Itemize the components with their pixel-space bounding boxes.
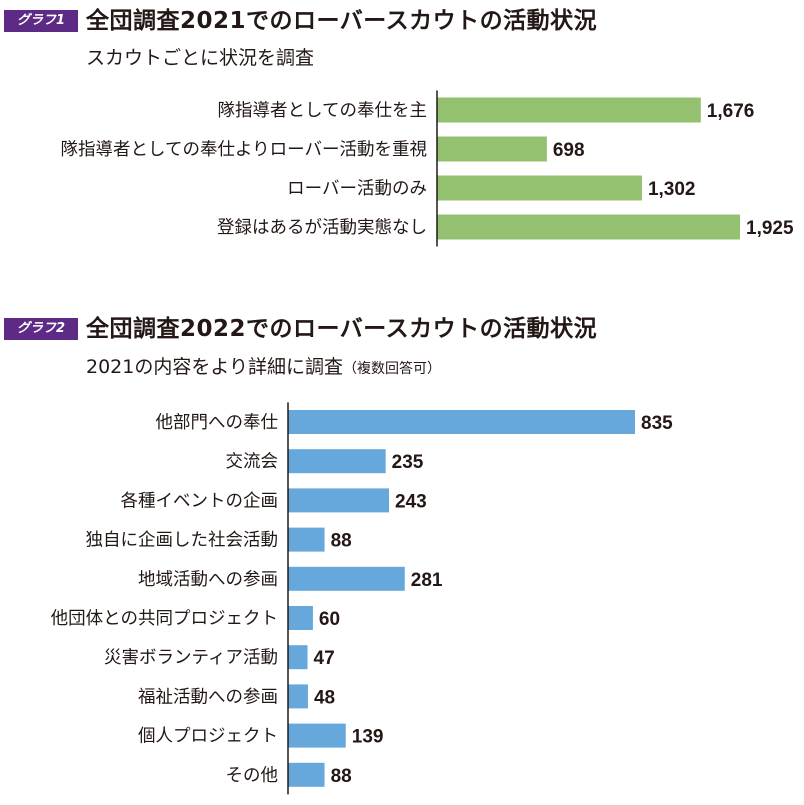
- chart1-category-label: 隊指導者としての奉仕よりローバー活動を重視: [61, 140, 427, 160]
- chart2-bar: [288, 488, 389, 513]
- chart2-category-label: 各種イベントの企画: [121, 491, 279, 511]
- chart2-subtitle-text: 2021の内容をより詳細に調査: [86, 356, 343, 378]
- chart2-value-label: 835: [641, 413, 673, 434]
- chart1-value-label: 698: [553, 140, 585, 161]
- chart1-plot: 隊指導者としての奉仕を主 1,676 隊指導者としての奉仕よりローバー活動を重視 69…: [61, 90, 794, 247]
- chart2-value-label: 60: [319, 609, 340, 630]
- chart2-bar: [288, 684, 308, 709]
- chart2-bar: [288, 762, 325, 787]
- chart2-category-label: 交流会: [226, 452, 279, 472]
- chart2-bar: [288, 645, 308, 670]
- chart1-subtitle-text: スカウトごとに状況を調査: [86, 47, 315, 69]
- chart1-bar: [437, 214, 740, 240]
- chart2-category-label: 災害ボランティア活動: [104, 648, 278, 668]
- chart2-category-label: 地域活動への参画: [138, 570, 278, 590]
- chart2-value-label: 235: [392, 452, 424, 473]
- chart1-value-label: 1,676: [707, 101, 755, 122]
- chart1-badge: グラフ1: [4, 10, 78, 32]
- chart2-subtitle: 2021の内容をより詳細に調査（複数回答可）: [86, 354, 441, 382]
- chart2-subtitle-note: （複数回答可）: [342, 361, 441, 377]
- chart2-value-label: 88: [331, 531, 352, 552]
- chart2-bar: [288, 449, 386, 474]
- chart2-value-label: 281: [411, 570, 443, 591]
- chart1-value-label: 1,302: [648, 179, 696, 200]
- chart2-category-label: 個人プロジェクト: [138, 727, 278, 747]
- chart2-category-label: 他団体との共同プロジェクト: [51, 609, 278, 629]
- chart1-bar: [437, 136, 547, 162]
- chart2-value-label: 48: [314, 687, 335, 708]
- chart2-bar: [288, 723, 346, 748]
- chart1-subtitle: スカウトごとに状況を調査: [86, 45, 314, 71]
- chart2-bar: [288, 566, 405, 591]
- chart2-value-label: 47: [314, 648, 335, 669]
- chart2-value-label: 88: [331, 766, 352, 787]
- chart2-category-label: その他: [226, 766, 279, 786]
- chart1-category-label: 隊指導者としての奉仕を主: [218, 101, 427, 121]
- chart2-bar: [288, 410, 635, 434]
- chart2-bar: [288, 527, 325, 552]
- chart2-title: 全団調査2022でのローバースカウトの活動状況: [86, 316, 598, 342]
- chart2-badge: グラフ2: [4, 318, 78, 340]
- chart1-category-label: 登録はあるが活動実態なし: [217, 218, 427, 238]
- chart1-bar: [437, 97, 701, 123]
- chart1-value-label: 1,925: [746, 218, 794, 239]
- chart1-bar: [437, 175, 642, 201]
- chart2-category-label: 独自に企画した社会活動: [86, 531, 279, 551]
- chart2-category-label: 福祉活動への参画: [138, 687, 278, 707]
- chart2-value-label: 139: [352, 727, 384, 748]
- chart2-value-label: 243: [395, 491, 427, 512]
- chart1-category-label: ローバー活動のみ: [287, 179, 427, 199]
- chart2-bar: [288, 606, 313, 630]
- chart2-category-label: 他部門への奉仕: [156, 413, 279, 433]
- chart1-title: 全団調査2021でのローバースカウトの活動状況: [86, 8, 598, 34]
